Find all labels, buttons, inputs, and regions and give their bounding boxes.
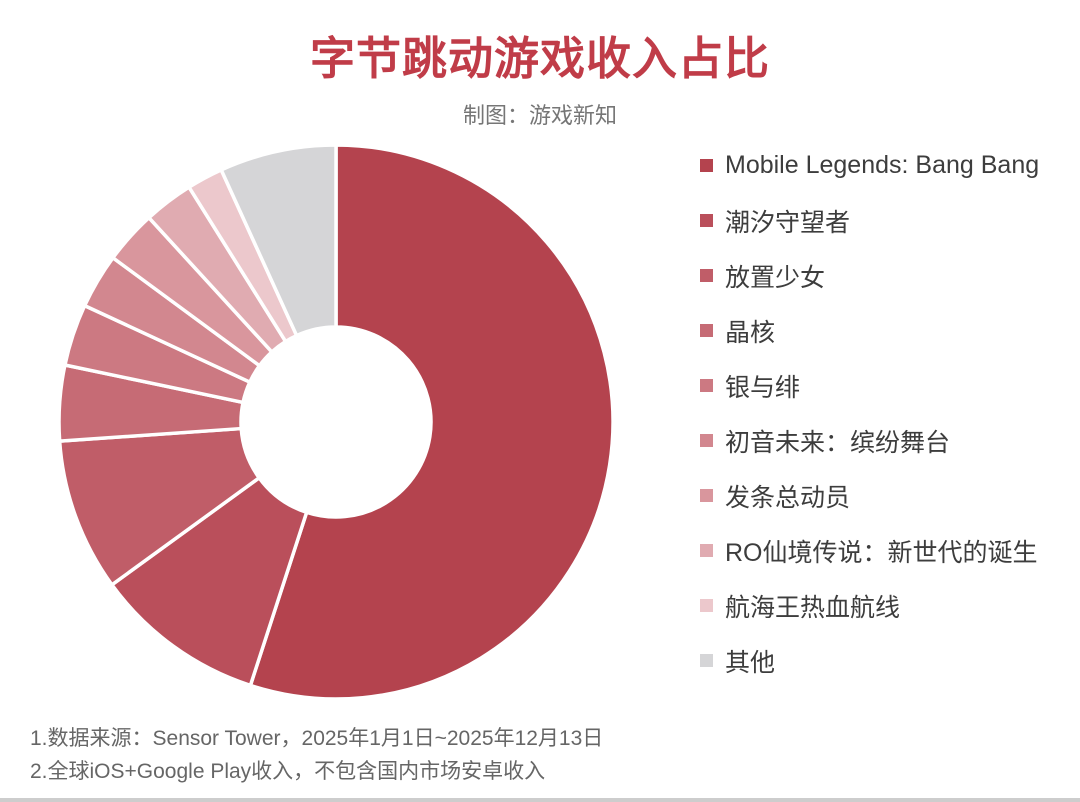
chart-title: 字节跳动游戏收入占比 bbox=[309, 33, 770, 84]
legend-marker-icon bbox=[700, 544, 713, 557]
legend-item: 航海王热血航线 bbox=[700, 578, 1060, 633]
legend-item: 银与绯 bbox=[700, 358, 1060, 413]
legend-item-label: 其他 bbox=[725, 648, 776, 677]
legend-item: 潮汐守望者 bbox=[700, 193, 1060, 248]
legend-item-label: 发条总动员 bbox=[725, 483, 851, 512]
pie-slice-0 bbox=[248, 143, 615, 701]
legend-marker-icon bbox=[700, 654, 713, 667]
legend-item-label: RO仙境传说：新世代的诞生 bbox=[725, 538, 1038, 567]
footnote-line-2: 2.全球iOS+Google Play收入，不包含国内市场安卓收入 bbox=[30, 760, 546, 783]
legend-item: RO仙境传说：新世代的诞生 bbox=[700, 523, 1060, 578]
legend-item: 晶核 bbox=[700, 303, 1060, 358]
donut-chart bbox=[56, 142, 616, 702]
legend: Mobile Legends: Bang Bang 潮汐守望者 放置少女 晶核 … bbox=[700, 138, 1060, 688]
legend-item: 其他 bbox=[700, 633, 1060, 688]
legend-marker-icon bbox=[700, 489, 713, 502]
legend-item-label: 晶核 bbox=[725, 318, 776, 347]
legend-marker-icon bbox=[700, 379, 713, 392]
legend-marker-icon bbox=[700, 159, 713, 172]
legend-item-label: 银与绯 bbox=[725, 373, 801, 402]
legend-item: 发条总动员 bbox=[700, 468, 1060, 523]
donut-chart-svg bbox=[57, 143, 615, 701]
legend-marker-icon bbox=[700, 324, 713, 337]
legend-marker-icon bbox=[700, 434, 713, 447]
legend-item-label: 初音未来：缤纷舞台 bbox=[725, 428, 951, 457]
footnotes: 1.数据来源：Sensor Tower，2025年1月1日~2025年12月13… bbox=[30, 722, 603, 788]
bottom-edge-divider bbox=[0, 798, 1080, 802]
legend-item: Mobile Legends: Bang Bang bbox=[700, 138, 1060, 193]
legend-item-label: 航海王热血航线 bbox=[725, 593, 901, 622]
legend-item-label: 放置少女 bbox=[725, 263, 826, 292]
pie-slice-9 bbox=[218, 143, 338, 338]
legend-marker-icon bbox=[700, 214, 713, 227]
legend-marker-icon bbox=[700, 269, 713, 282]
footnote-line-1: 1.数据来源：Sensor Tower，2025年1月1日~2025年12月13… bbox=[30, 727, 604, 750]
legend-item-label: Mobile Legends: Bang Bang bbox=[725, 151, 1040, 179]
pie-slice-1 bbox=[109, 475, 309, 688]
legend-item-label: 潮汐守望者 bbox=[725, 208, 851, 237]
legend-marker-icon bbox=[700, 599, 713, 612]
chart-subtitle: 制图：游戏新知 bbox=[462, 103, 617, 128]
pie-slice-2 bbox=[57, 426, 262, 588]
legend-item: 初音未来：缤纷舞台 bbox=[700, 413, 1060, 468]
legend-item: 放置少女 bbox=[700, 248, 1060, 303]
